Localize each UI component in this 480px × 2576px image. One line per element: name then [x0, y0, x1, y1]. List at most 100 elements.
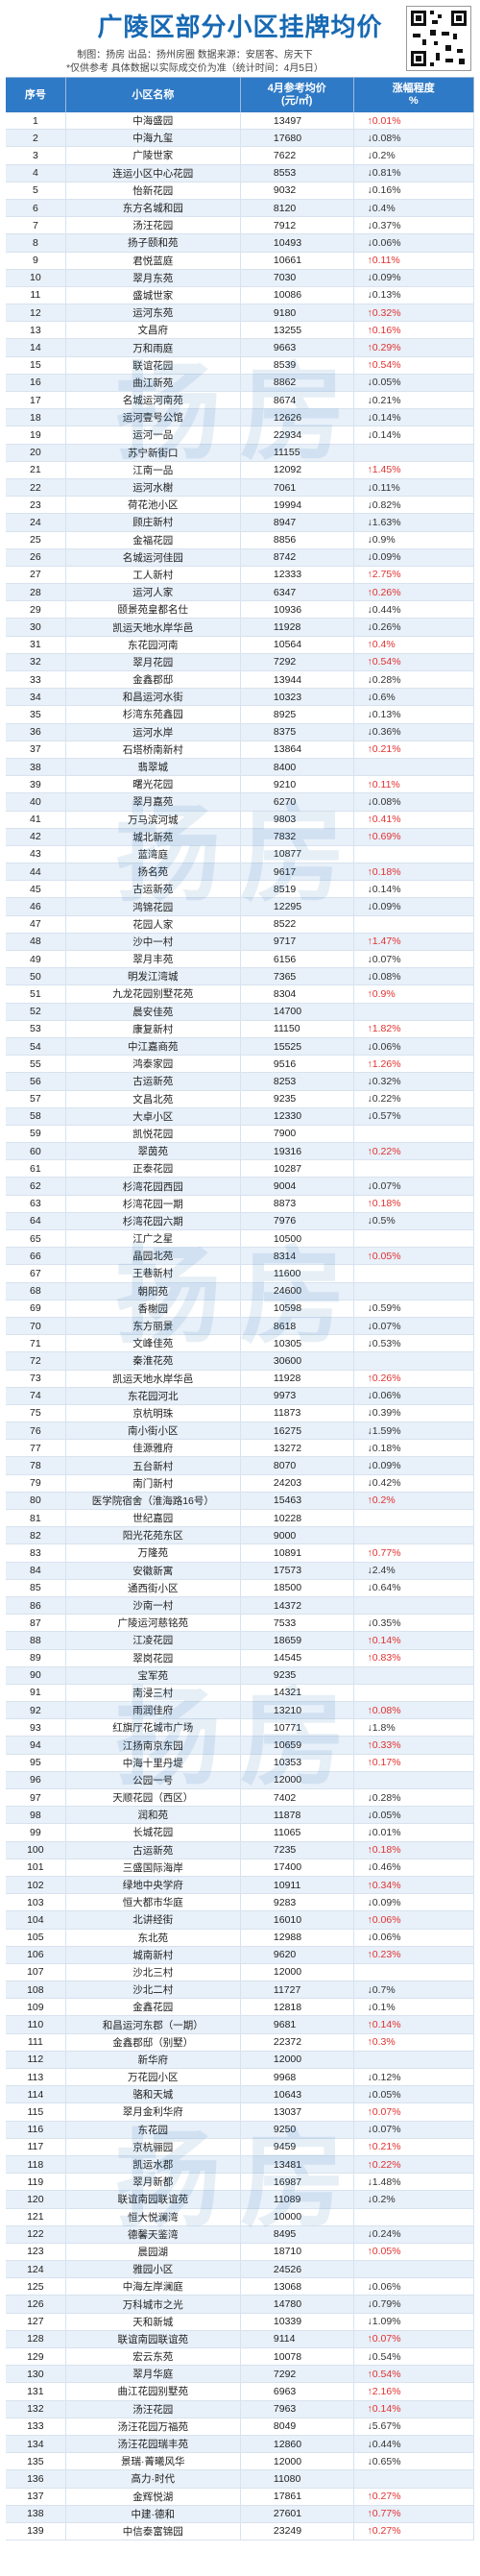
row-community-name: 文昌府 — [65, 322, 241, 340]
row-index: 54 — [6, 1037, 66, 1057]
row-avg-price: 30600 — [240, 1352, 354, 1371]
row-index: 47 — [6, 915, 66, 934]
table-row: 14 万和雨庭 9663 ↑0.29% — [6, 339, 475, 357]
row-community-name: 翠茵苑 — [65, 1143, 241, 1161]
row-index: 10 — [6, 269, 66, 287]
row-index: 126 — [6, 2296, 66, 2314]
row-index: 9 — [6, 252, 66, 270]
table-body: 1 中海盛园 13497 ↑0.01% 2 中海九玺 17680 ↓0.08% 3 广陵世家 762… — [6, 112, 475, 2541]
row-change: ↓0.39% — [353, 1404, 475, 1423]
row-avg-price: 12000 — [240, 1963, 354, 1982]
row-avg-price: 12000 — [240, 2453, 354, 2471]
row-index: 61 — [6, 1160, 66, 1179]
row-index: 113 — [6, 2069, 66, 2087]
row-avg-price: 8925 — [240, 706, 354, 724]
row-avg-price: 9968 — [240, 2069, 354, 2087]
row-avg-price: 13864 — [240, 741, 354, 759]
row-index: 118 — [6, 2155, 66, 2175]
table-row: 52 晨安佳苑 14700 — [6, 1003, 475, 1021]
row-index: 87 — [6, 1615, 66, 1633]
table-row: 6 东方名城和园 8120 ↓0.4% — [6, 199, 475, 218]
row-avg-price: 8674 — [240, 392, 354, 410]
row-avg-price: 9180 — [240, 304, 354, 323]
row-index: 12 — [6, 304, 66, 323]
row-change: ↑0.26% — [353, 1370, 475, 1388]
row-community-name: 曲江花园别墅苑 — [65, 2383, 241, 2401]
row-avg-price: 13944 — [240, 671, 354, 690]
row-community-name: 通西街小区 — [65, 1579, 241, 1597]
row-change: ↓0.54% — [353, 2348, 475, 2367]
row-index: 139 — [6, 2522, 66, 2541]
row-community-name: 南小街小区 — [65, 1422, 241, 1441]
row-community-name: 绿地中央学府 — [65, 1876, 241, 1895]
table-row: 82 阳光花苑东区 9000 — [6, 1527, 475, 1545]
row-index: 132 — [6, 2400, 66, 2418]
table-row: 64 杉湾花园六期 7976 ↓0.5% — [6, 1212, 475, 1230]
row-avg-price: 11080 — [240, 2470, 354, 2489]
row-index: 39 — [6, 776, 66, 794]
row-change: ↓0.42% — [353, 1474, 475, 1493]
row-community-name: 名城运河佳园 — [65, 548, 241, 567]
row-change: ↑0.05% — [353, 1248, 475, 1266]
row-index: 64 — [6, 1212, 66, 1230]
row-avg-price: 10493 — [240, 234, 354, 253]
table-row: 80 医学院宿舍（淮海路16号） 15463 ↑0.2% — [6, 1492, 475, 1510]
row-change: ↑0.27% — [353, 2488, 475, 2506]
table-row: 22 运河水榭 7061 ↓0.11% — [6, 478, 475, 498]
row-index: 18 — [6, 409, 66, 427]
row-community-name: 香榭园 — [65, 1300, 241, 1318]
row-avg-price: 17680 — [240, 130, 354, 148]
row-community-name: 翡翠城 — [65, 758, 241, 777]
table-row: 74 东花园河北 9973 ↓0.06% — [6, 1387, 475, 1405]
row-index: 99 — [6, 1824, 66, 1842]
row-index: 26 — [6, 548, 66, 567]
row-change: ↓1.8% — [353, 1719, 475, 1738]
row-index: 130 — [6, 2366, 66, 2384]
row-index: 66 — [6, 1248, 66, 1266]
row-community-name: 文昌北苑 — [65, 1090, 241, 1108]
row-avg-price: 9235 — [240, 1666, 354, 1685]
row-avg-price: 7235 — [240, 1841, 354, 1859]
row-change: ↑0.34% — [353, 1876, 475, 1895]
table-row: 32 翠月花园 7292 ↑0.54% — [6, 653, 475, 671]
row-community-name: 联谊南园联谊苑 — [65, 2330, 241, 2348]
row-avg-price: 10771 — [240, 1719, 354, 1738]
row-index: 63 — [6, 1195, 66, 1213]
row-change: ↑0.3% — [353, 2033, 475, 2052]
row-change: ↑0.83% — [353, 1649, 475, 1667]
row-avg-price: 7622 — [240, 147, 354, 165]
row-community-name: 阳光花苑东区 — [65, 1527, 241, 1545]
row-avg-price: 9250 — [240, 2121, 354, 2139]
row-avg-price: 8375 — [240, 723, 354, 741]
row-index: 40 — [6, 793, 66, 812]
table-row: 116 东花园 9250 ↓0.07% — [6, 2121, 475, 2139]
row-avg-price: 10339 — [240, 2313, 354, 2331]
row-avg-price: 11089 — [240, 2191, 354, 2209]
row-community-name: 凯悦花园 — [65, 1125, 241, 1144]
row-community-name: 工人新村 — [65, 566, 241, 585]
table-row: 68 朝阳苑 24600 — [6, 1282, 475, 1300]
row-change — [353, 1684, 475, 1703]
table-row: 31 东花园河南 10564 ↑0.4% — [6, 636, 475, 654]
table-row: 89 翠岗花园 14545 ↑0.83% — [6, 1649, 475, 1667]
row-avg-price: 9004 — [240, 1178, 354, 1196]
row-community-name: 雅园小区 — [65, 2261, 241, 2279]
row-change: ↓0.59% — [353, 1300, 475, 1318]
row-avg-price: 10877 — [240, 845, 354, 864]
row-community-name: 九龙花园别墅花苑 — [65, 985, 241, 1004]
row-community-name: 翠月花园 — [65, 653, 241, 671]
row-index: 128 — [6, 2330, 66, 2348]
row-avg-price: 18710 — [240, 2243, 354, 2262]
row-community-name: 新华府 — [65, 2051, 241, 2069]
row-change: ↑0.18% — [353, 1841, 475, 1859]
row-index: 102 — [6, 1876, 66, 1895]
row-change: ↓5.67% — [353, 2418, 475, 2436]
table-row: 21 江南一品 12092 ↑1.45% — [6, 461, 475, 479]
row-community-name: 蓝湾庭 — [65, 845, 241, 864]
table-row: 134 汤汪花园瑞丰苑 12860 ↓0.44% — [6, 2435, 475, 2454]
row-change: ↑0.16% — [353, 322, 475, 340]
row-avg-price: 8873 — [240, 1195, 354, 1213]
row-community-name: 翠月嘉苑 — [65, 793, 241, 812]
row-avg-price: 10078 — [240, 2348, 354, 2367]
row-change: ↑0.18% — [353, 1195, 475, 1213]
